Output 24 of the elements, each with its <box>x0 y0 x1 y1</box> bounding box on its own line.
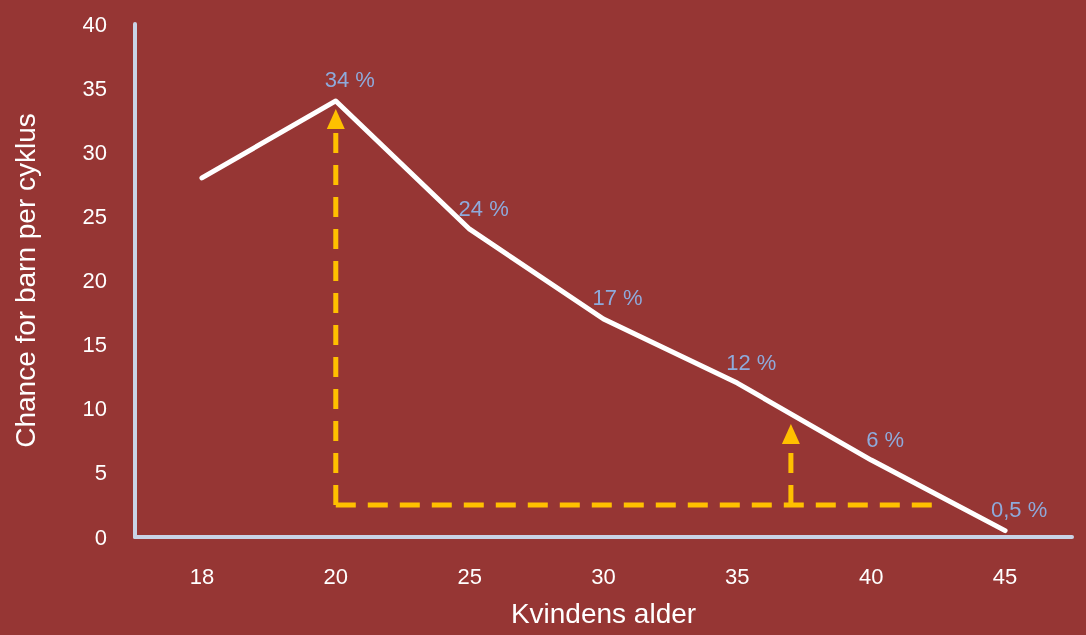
y-axis-title: Chance for barn per cyklus <box>9 113 41 448</box>
data-label: 24 % <box>458 195 509 221</box>
y-tick-label: 30 <box>82 139 107 165</box>
y-tick-label: 35 <box>82 75 107 101</box>
y-tick-label: 15 <box>82 332 107 358</box>
y-tick-label: 40 <box>82 11 107 37</box>
y-tick-label: 5 <box>94 460 107 486</box>
x-tick-label: 25 <box>457 563 482 589</box>
x-tick-label: 20 <box>323 563 349 589</box>
x-axis-title: Kvindens alder <box>510 597 697 629</box>
data-label: 6 % <box>866 426 905 452</box>
y-tick-label: 20 <box>82 268 107 293</box>
x-tick-label: 40 <box>858 563 884 589</box>
x-tick-label: 18 <box>189 563 215 589</box>
y-tick-label: 25 <box>82 203 107 229</box>
data-label: 17 % <box>592 285 643 311</box>
y-tick-label: 0 <box>94 524 107 550</box>
data-label: 34 % <box>324 67 375 93</box>
y-tick-label: 10 <box>82 396 107 422</box>
data-label: 0,5 % <box>990 497 1048 523</box>
x-tick-label: 45 <box>992 563 1018 589</box>
x-tick-label: 35 <box>725 563 750 589</box>
x-tick-label: 30 <box>591 563 616 589</box>
data-label: 12 % <box>726 349 777 375</box>
